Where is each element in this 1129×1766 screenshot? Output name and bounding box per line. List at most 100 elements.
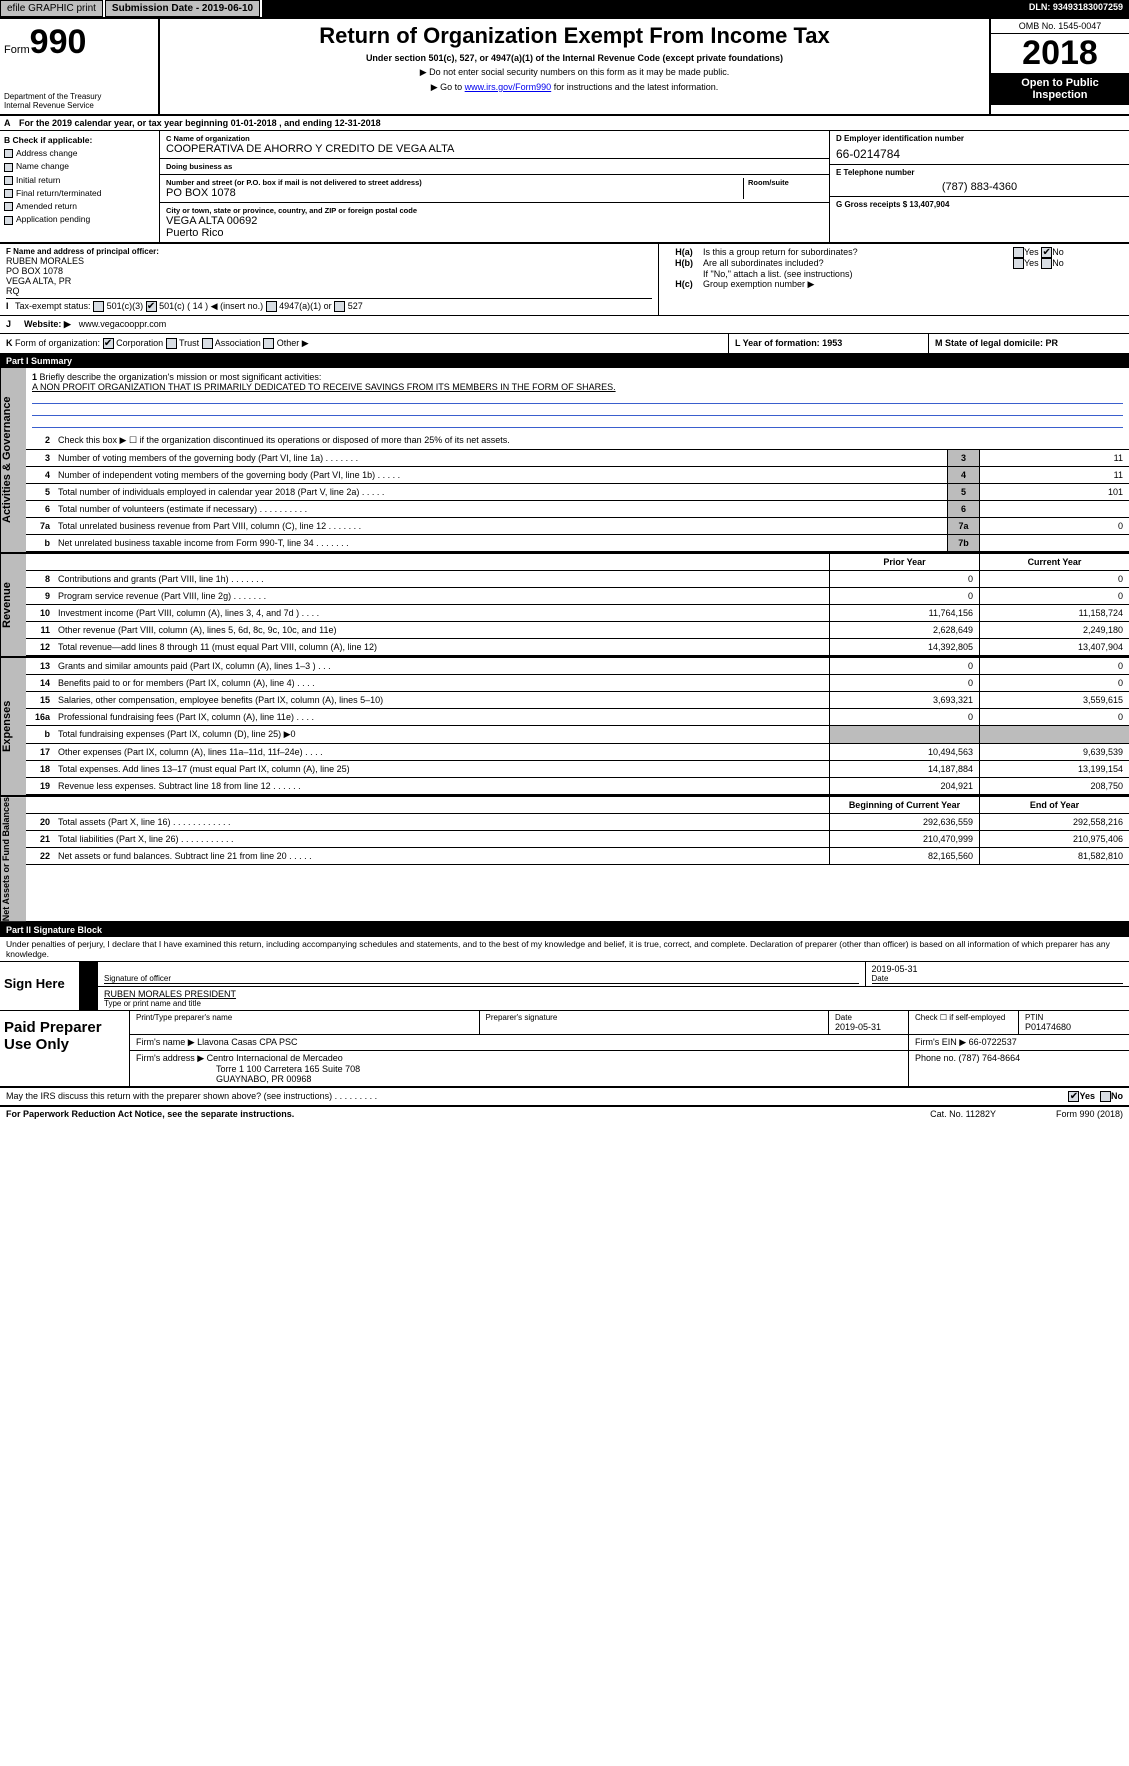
checkbox-icon[interactable] [4,163,13,172]
ha-row: H(a) Is this a group return for subordin… [665,247,1123,258]
data-row: 20Total assets (Part X, line 16) . . . .… [26,814,1129,831]
arrow-icon [80,962,98,986]
gov-row: 3Number of voting members of the governi… [26,450,1129,467]
discuss-row: May the IRS discuss this return with the… [0,1088,1129,1107]
col-b-item: Application pending [4,214,155,224]
current-val: 292,558,216 [979,814,1129,830]
header-left: Form990 Department of the Treasury Inter… [0,19,160,114]
org-name-cell: C Name of organization COOPERATIVA DE AH… [160,131,829,159]
hc-tag: H(c) [665,279,703,290]
prior-val: 14,392,805 [829,639,979,655]
submission-date-button[interactable]: Submission Date - 2019-06-10 [105,0,260,17]
form-subtitle: Under section 501(c), 527, or 4947(a)(1)… [164,53,985,63]
top-spacer [262,0,1023,17]
col-b-item: Final return/terminated [4,188,155,198]
goto-post: for instructions and the latest informat… [551,82,718,92]
footer: For Paperwork Reduction Act Notice, see … [0,1107,1129,1121]
checkbox-icon[interactable] [4,149,13,158]
row-klm: K Form of organization: Corporation Trus… [0,334,1129,354]
gov-row: 7aTotal unrelated business revenue from … [26,518,1129,535]
form-prefix: Form [4,44,30,56]
sign-here-row: Sign Here Signature of officer 2019-05-3… [0,962,1129,1011]
irs-link[interactable]: www.irs.gov/Form990 [465,82,552,92]
section-fh: F Name and address of principal officer:… [0,244,1129,316]
row-num: 9 [26,588,54,604]
officer-addr2: VEGA ALTA, PR [6,276,652,286]
prior-val: 210,470,999 [829,831,979,847]
pp-date-lbl: Date [835,1013,902,1022]
current-val: 9,639,539 [979,744,1129,760]
row-desc: Total fundraising expenses (Part IX, col… [54,726,829,743]
row-a-text: For the 2019 calendar year, or tax year … [19,118,381,128]
hb-no-ck[interactable] [1041,258,1052,269]
ha-txt: Is this a group return for subordinates? [703,247,1013,258]
col-h: H(a) Is this a group return for subordin… [659,244,1129,315]
part1-rev: Revenue Prior Year Current Year 8Contrib… [0,552,1129,656]
end-hdr: End of Year [979,797,1129,813]
prior-val: 204,921 [829,778,979,794]
prior-val: 11,764,156 [829,605,979,621]
firm-ein-lbl: Firm's EIN ▶ [915,1037,966,1047]
ck-assoc[interactable] [202,338,213,349]
data-row: 9Program service revenue (Part VIII, lin… [26,588,1129,605]
firm-ein: 66-0722537 [969,1037,1017,1047]
current-val: 11,158,724 [979,605,1129,621]
officer-addr1: PO BOX 1078 [6,266,652,276]
ck-4947[interactable] [266,301,277,312]
prior-val: 0 [829,658,979,674]
ha-no-ck[interactable] [1041,247,1052,258]
row-desc: Contributions and grants (Part VIII, lin… [54,571,829,587]
opt-other: Other ▶ [277,338,309,348]
tax-year: 2018 [991,34,1129,73]
city-val: VEGA ALTA 00692 [166,215,823,227]
header-right: OMB No. 1545-0047 2018 Open to Public In… [989,19,1129,114]
prior-val: 2,628,649 [829,622,979,638]
org-name-lbl: C Name of organization [166,134,823,143]
ck-corp[interactable] [103,338,114,349]
row-desc: Investment income (Part VIII, column (A)… [54,605,829,621]
line2: 2 Check this box ▶ ☐ if the organization… [26,432,1129,450]
ck-other[interactable] [263,338,274,349]
header-mid: Return of Organization Exempt From Incom… [160,19,989,114]
part2-header: Part II Signature Block [0,923,1129,937]
row-val: 101 [979,484,1129,500]
checkbox-icon[interactable] [4,176,13,185]
hb-note-row: If "No," attach a list. (see instruction… [665,269,1123,279]
prior-val: 0 [829,571,979,587]
hb-yes-ck[interactable] [1013,258,1024,269]
data-row: 14Benefits paid to or for members (Part … [26,675,1129,692]
checkbox-icon[interactable] [4,216,13,225]
data-row: bTotal fundraising expenses (Part IX, co… [26,726,1129,744]
row-desc: Professional fundraising fees (Part IX, … [54,709,829,725]
row-num: 6 [26,501,54,517]
ck-501c[interactable] [146,301,157,312]
row-desc: Salaries, other compensation, employee b… [54,692,829,708]
ck-trust[interactable] [166,338,177,349]
row-num: 17 [26,744,54,760]
hc-txt: Group exemption number ▶ [703,279,1123,290]
ck-501c3[interactable] [93,301,104,312]
checkbox-icon[interactable] [4,189,13,198]
hb-row: H(b) Are all subordinates included? Yes … [665,258,1123,269]
discuss-yes-ck[interactable] [1068,1091,1079,1102]
ha-yes-ck[interactable] [1013,247,1024,258]
line1-lbl: Briefly describe the organization's miss… [40,372,322,382]
website-val: www.vegacooppr.com [79,319,167,330]
mission-text: A NON PROFIT ORGANIZATION THAT IS PRIMAR… [32,382,1123,392]
phone-cell: E Telephone number (787) 883-4360 [830,165,1129,197]
ck-527[interactable] [334,301,345,312]
row-num: 20 [26,814,54,830]
row-val [979,535,1129,551]
part1-gov: Activities & Governance 1 Briefly descri… [0,368,1129,552]
row-desc: Total expenses. Add lines 13–17 (must eq… [54,761,829,777]
row-j-label: Website: ▶ [24,319,71,330]
checkbox-icon[interactable] [4,202,13,211]
vtab-gov: Activities & Governance [0,368,26,552]
current-val: 2,249,180 [979,622,1129,638]
current-val: 210,975,406 [979,831,1129,847]
efile-button[interactable]: efile GRAPHIC print [0,0,103,17]
current-val: 0 [979,571,1129,587]
org-name: COOPERATIVA DE AHORRO Y CREDITO DE VEGA … [166,143,823,155]
ha-tag: H(a) [665,247,703,258]
discuss-no-ck[interactable] [1100,1091,1111,1102]
